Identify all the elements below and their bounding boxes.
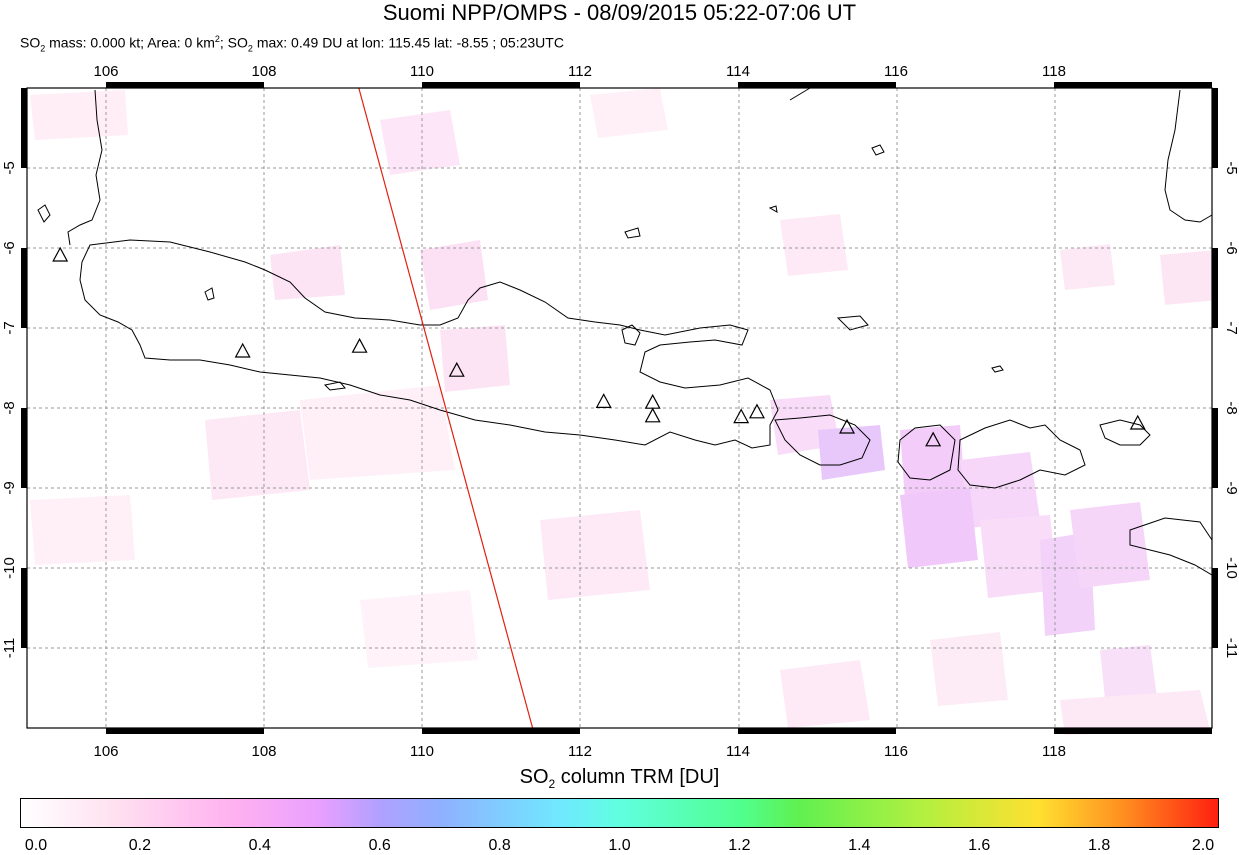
colorbar-tick-label: 0.8 <box>488 837 511 854</box>
triangle-icon <box>234 342 251 358</box>
lat-tick-label-left: -7 <box>1 321 18 334</box>
lon-tick-label-bottom: 108 <box>251 743 276 760</box>
colorbar-title: SO2 column TRM [DU] <box>519 766 720 791</box>
frame-bar-bottom <box>1054 728 1212 734</box>
map-title: Suomi NPP/OMPS - 08/09/2015 05:22-07:06 … <box>382 0 857 25</box>
lon-tick-label-top: 112 <box>568 63 592 80</box>
frame-bar-right <box>1212 568 1218 648</box>
triangle-icon <box>595 393 612 408</box>
lat-tick-label-right: -11 <box>1223 638 1239 659</box>
lon-tick-label-bottom: 114 <box>726 743 750 760</box>
map-canvas: 106 106 108 108 110 110 112 112 114 114 116 116 118 1… <box>1 63 1239 760</box>
triangle-icon <box>1129 414 1146 430</box>
frame-bar-right <box>1212 248 1218 328</box>
triangle-icon <box>644 393 661 409</box>
lat-tick-label-right: -7 <box>1223 321 1239 334</box>
triangle-icon <box>839 418 856 434</box>
colorbar-tick-label: 1.8 <box>1087 837 1111 854</box>
lat-tick-label-right: -10 <box>1223 557 1239 579</box>
colorbar-tick-label: 0.6 <box>368 837 391 854</box>
frame-bar-top <box>422 82 580 88</box>
triangle-icon <box>448 361 465 377</box>
orbit-track-line <box>358 87 534 729</box>
colorbar <box>20 798 1219 828</box>
lon-tick-label-bottom: 112 <box>568 743 592 760</box>
lat-tick-label-left: -9 <box>1 481 18 494</box>
colorbar-tick-label: 0.4 <box>248 837 271 854</box>
lon-tick-label-top: 118 <box>1042 63 1066 80</box>
lon-tick-label-bottom: 106 <box>93 743 118 760</box>
volcano-markers <box>52 246 1146 447</box>
lon-tick-label-bottom: 116 <box>884 743 908 760</box>
colorbar-tick-label: 1.0 <box>608 837 631 854</box>
lat-tick-label-right: -5 <box>1223 161 1239 174</box>
frame-bars <box>21 82 1218 734</box>
colorbar-tick-label: 1.6 <box>968 837 991 854</box>
frame-bar-right <box>1212 408 1218 488</box>
lat-tick-label-left: -5 <box>1 161 18 174</box>
colorbar-tick-label: 1.2 <box>728 837 751 854</box>
lon-tick-label-top: 108 <box>251 63 276 80</box>
coastlines <box>37 87 1213 576</box>
triangle-icon <box>52 246 69 262</box>
frame-bar-top <box>106 82 264 88</box>
frame-bar-top <box>738 82 896 88</box>
so2-pixels <box>30 88 1218 735</box>
colorbar-tick-label: 1.4 <box>848 837 871 854</box>
map-frame <box>26 87 1213 729</box>
frame-bar-left <box>21 568 27 648</box>
lat-tick-label-left: -8 <box>1 401 18 414</box>
lat-tick-label-right: -6 <box>1223 241 1239 254</box>
frame-bar-bottom <box>422 728 580 734</box>
triangle-icon <box>733 408 750 424</box>
frame-bar-left <box>21 408 27 488</box>
frame-bar-bottom <box>738 728 896 734</box>
lat-tick-label-left: -11 <box>1 638 18 659</box>
colorbar-tick-label: 2.0 <box>1191 837 1215 854</box>
triangle-icon <box>351 337 368 353</box>
lat-tick-label-right: -8 <box>1223 401 1239 414</box>
colorbar-tick-label: 0.0 <box>24 837 48 854</box>
frame-bar-right <box>1212 88 1218 168</box>
frame-bar-top <box>1054 82 1212 88</box>
map-subtitle: SO2 mass: 0.000 kt; Area: 0 km2; SO2 max… <box>20 34 564 54</box>
triangle-icon <box>644 407 661 423</box>
lat-tick-label-right: -9 <box>1223 481 1239 494</box>
tick-labels: 106 106 108 108 110 110 112 112 114 114 116 116 118 1… <box>1 63 1239 760</box>
frame-bar-left <box>21 88 27 168</box>
lon-tick-label-top: 110 <box>410 63 434 80</box>
graticule <box>27 88 1212 728</box>
lat-tick-label-left: -6 <box>1 241 18 254</box>
triangle-icon <box>748 403 765 419</box>
triangle-icon <box>925 431 942 447</box>
lon-tick-label-bottom: 110 <box>410 743 434 760</box>
lon-tick-label-top: 116 <box>884 63 908 80</box>
lat-tick-label-left: -10 <box>1 557 18 579</box>
lon-tick-label-bottom: 118 <box>1042 743 1066 760</box>
frame-bar-bottom <box>106 728 264 734</box>
colorbar-tick-label: 0.2 <box>128 837 152 854</box>
lon-tick-label-top: 106 <box>93 63 118 80</box>
frame-bar-left <box>21 248 27 328</box>
lon-tick-label-top: 114 <box>726 63 750 80</box>
